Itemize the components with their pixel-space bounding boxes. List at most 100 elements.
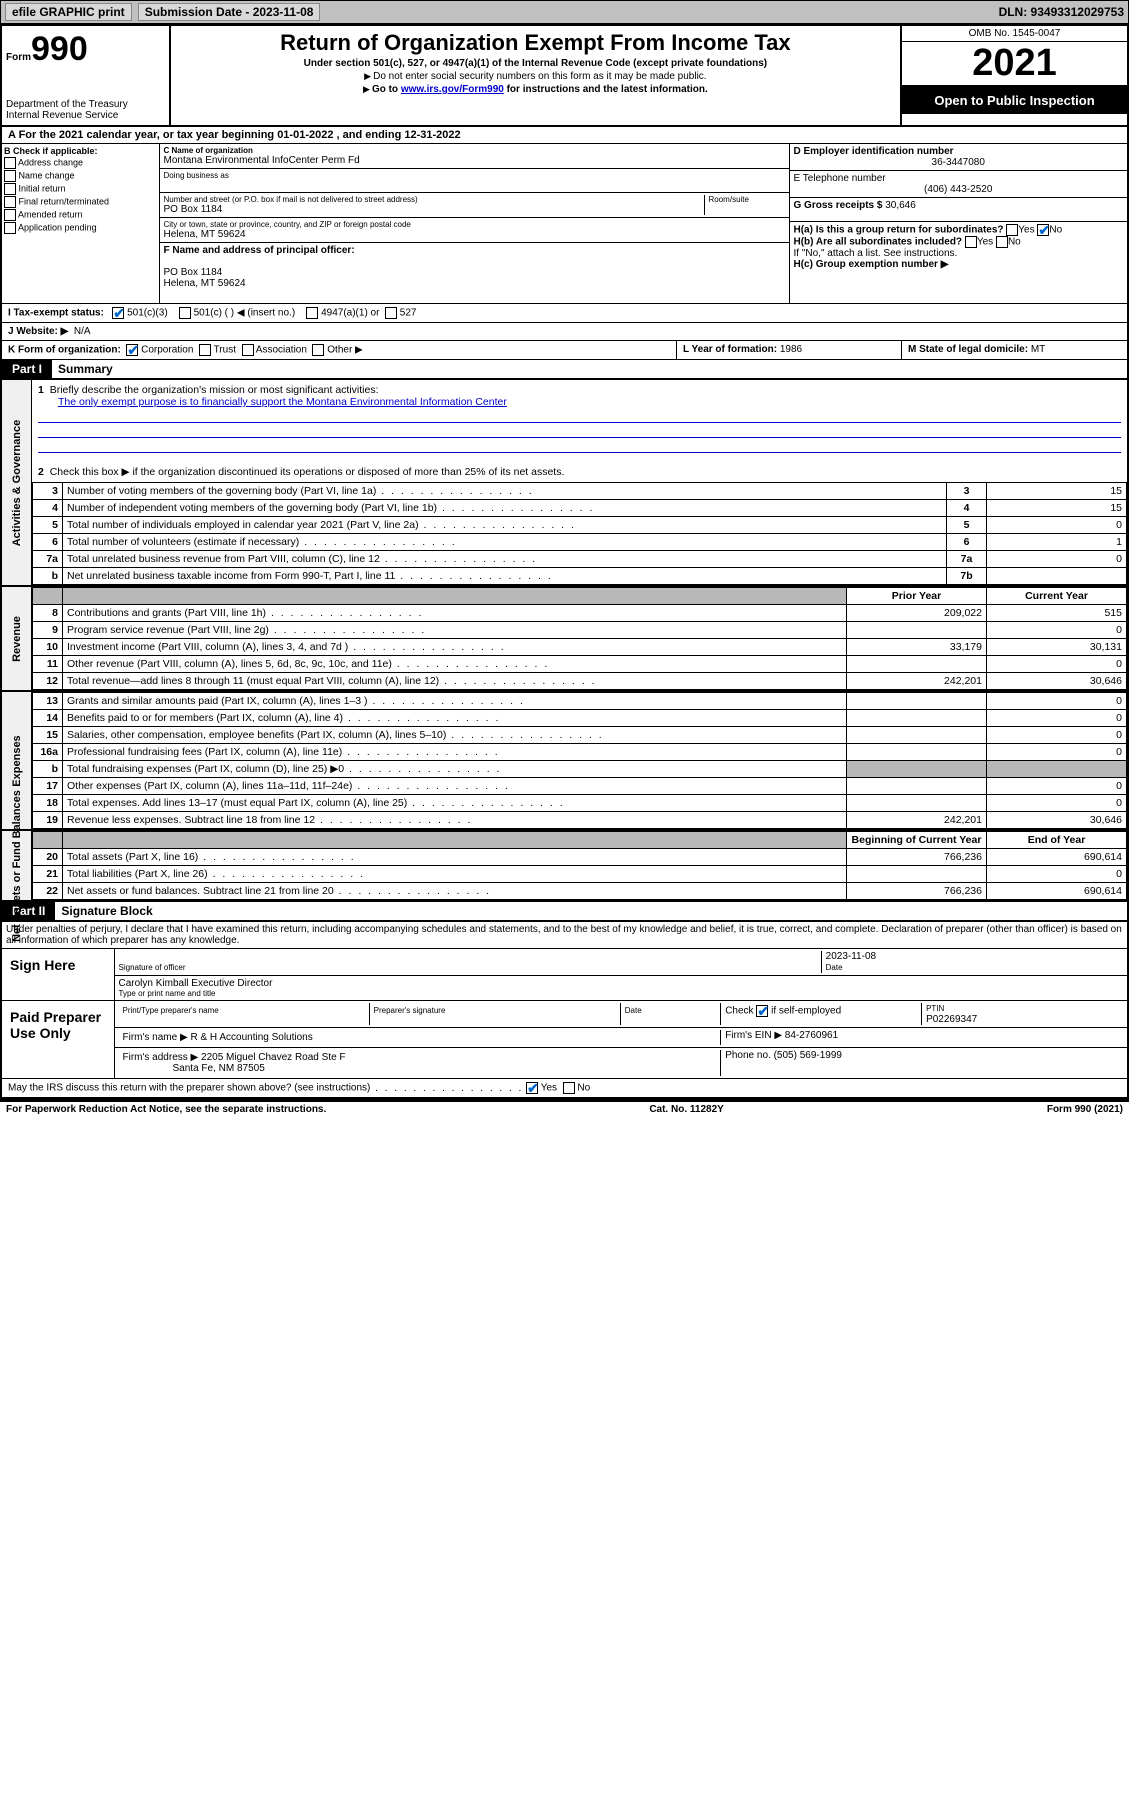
cb-app-pending[interactable] (4, 222, 16, 234)
cb-final-return[interactable] (4, 196, 16, 208)
cb-hb-no[interactable] (996, 236, 1008, 248)
col-header: Beginning of Current Year (847, 832, 987, 849)
line-desc: Other expenses (Part IX, column (A), lin… (63, 778, 847, 795)
cat-no: Cat. No. 11282Y (649, 1104, 723, 1115)
section-c-f: C Name of organization Montana Environme… (160, 144, 790, 303)
cb-amended[interactable] (4, 209, 16, 221)
cb-527[interactable] (385, 307, 397, 319)
col-header: Current Year (987, 588, 1127, 605)
efile-toolbar: efile GRAPHIC print Submission Date - 20… (0, 0, 1129, 24)
line-box: 4 (947, 500, 987, 517)
form-number: 990 (31, 30, 88, 68)
mission-line (38, 424, 1121, 438)
cb-trust[interactable] (199, 344, 211, 356)
line-num: 7a (33, 551, 63, 568)
check-if: Check (725, 1006, 753, 1017)
opt-corp: Corporation (141, 345, 193, 356)
cb-501c3[interactable] (112, 307, 124, 319)
col-header: Prior Year (847, 588, 987, 605)
curr-val: 0 (987, 693, 1127, 710)
netassets-table: Beginning of Current Year End of Year20 … (32, 831, 1127, 900)
cb-other[interactable] (312, 344, 324, 356)
cb-hb-yes[interactable] (965, 236, 977, 248)
officer-addr1: PO Box 1184 (164, 267, 223, 278)
curr-val (987, 761, 1127, 778)
prior-val (847, 727, 987, 744)
part2-header: Part II (2, 902, 55, 920)
opt-final-return: Final return/terminated (19, 196, 110, 206)
sidebar-netassets-text: Net Assets or Fund Balances (11, 790, 23, 942)
line-val: 0 (987, 517, 1127, 534)
cb-501c[interactable] (179, 307, 191, 319)
curr-val: 0 (987, 744, 1127, 761)
prior-val: 766,236 (847, 883, 987, 900)
line-val (987, 568, 1127, 585)
phone-label: E Telephone number (794, 173, 886, 184)
line-desc: Total number of individuals employed in … (63, 517, 947, 534)
line-desc: Benefits paid to or for members (Part IX… (63, 710, 847, 727)
ein-label: D Employer identification number (794, 146, 954, 157)
curr-val: 30,131 (987, 639, 1127, 656)
header-left: Form990 Department of the Treasury Inter… (2, 26, 171, 125)
firm-addr1: 2205 Miguel Chavez Road Ste F (201, 1052, 346, 1063)
curr-val: 515 (987, 605, 1127, 622)
line-desc: Number of voting members of the governin… (63, 483, 947, 500)
city-label: City or town, state or province, country… (164, 220, 785, 229)
firm-addr-label: Firm's address ▶ (123, 1052, 199, 1063)
perjury-statement: Under penalties of perjury, I declare th… (2, 922, 1127, 949)
line-desc: Investment income (Part VIII, column (A)… (63, 639, 847, 656)
line-desc: Total liabilities (Part X, line 26) (63, 866, 847, 883)
cb-initial-return[interactable] (4, 183, 16, 195)
curr-val: 0 (987, 866, 1127, 883)
date-label: Date (826, 963, 843, 972)
pra-notice: For Paperwork Reduction Act Notice, see … (6, 1104, 326, 1115)
l-label: L Year of formation: (683, 344, 777, 355)
section-b: B Check if applicable: Address change Na… (2, 144, 160, 303)
prior-val (847, 795, 987, 812)
cb-ha-yes[interactable] (1006, 224, 1018, 236)
self-emp-label: if self-employed (771, 1006, 841, 1017)
form-prefix: Form (6, 52, 31, 63)
dept-treasury: Department of the Treasury (6, 99, 165, 110)
sidebar-revenue-text: Revenue (11, 616, 23, 662)
cb-corp[interactable] (126, 344, 138, 356)
expenses-table: 13 Grants and similar amounts paid (Part… (32, 692, 1127, 829)
opt-amended: Amended return (18, 209, 83, 219)
form-990-container: Form990 Department of the Treasury Inter… (0, 24, 1129, 1101)
line-desc: Net assets or fund balances. Subtract li… (63, 883, 847, 900)
cb-4947[interactable] (306, 307, 318, 319)
cb-discuss-no[interactable] (563, 1082, 575, 1094)
cb-name-change[interactable] (4, 170, 16, 182)
line-num: 15 (33, 727, 63, 744)
efile-print-btn[interactable]: efile GRAPHIC print (5, 3, 132, 21)
cb-address-change[interactable] (4, 157, 16, 169)
mission-text[interactable]: The only exempt purpose is to financiall… (58, 396, 507, 408)
line-desc: Total number of volunteers (estimate if … (63, 534, 947, 551)
k-label: K Form of organization: (8, 345, 121, 356)
goto-suffix: for instructions and the latest informat… (504, 84, 708, 95)
cb-discuss-yes[interactable] (526, 1082, 538, 1094)
prep-date-label: Date (625, 1006, 642, 1015)
line-box: 7a (947, 551, 987, 568)
cb-ha-no[interactable] (1037, 224, 1049, 236)
submission-date-btn[interactable]: Submission Date - 2023-11-08 (138, 3, 321, 21)
curr-val: 0 (987, 778, 1127, 795)
tax-year: 2021 (902, 42, 1127, 87)
revenue-table: Prior Year Current Year8 Contributions a… (32, 587, 1127, 690)
irs-link[interactable]: www.irs.gov/Form990 (401, 84, 504, 95)
mission-line (38, 439, 1121, 453)
line-num: 19 (33, 812, 63, 829)
omb-number: OMB No. 1545-0047 (902, 26, 1127, 42)
prior-val (847, 656, 987, 673)
line-num: 18 (33, 795, 63, 812)
opt-name-change: Name change (19, 170, 75, 180)
line-val: 15 (987, 483, 1127, 500)
hb-no: No (1008, 237, 1021, 248)
cb-assoc[interactable] (242, 344, 254, 356)
curr-val: 690,614 (987, 883, 1127, 900)
firm-ein-label: Firm's EIN ▶ (725, 1030, 782, 1041)
name-title-label: Type or print name and title (119, 989, 1124, 998)
cb-self-employed[interactable] (756, 1005, 768, 1017)
col-header: End of Year (987, 832, 1127, 849)
section-b-label: B Check if applicable: (4, 146, 98, 156)
